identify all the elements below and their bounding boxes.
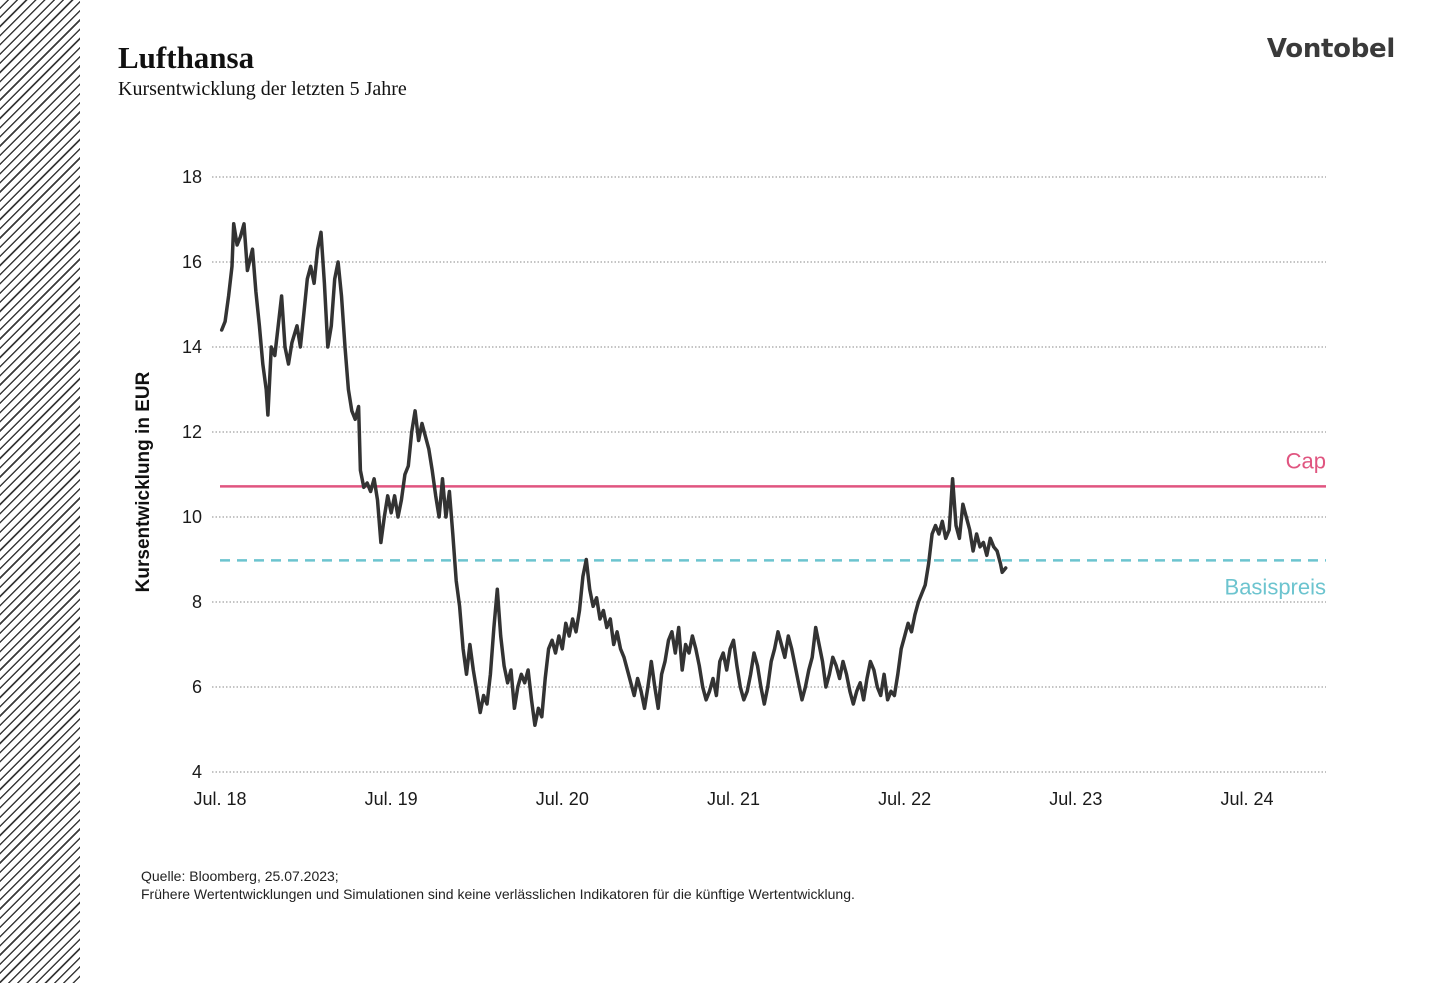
hatched-side-band	[0, 0, 80, 983]
y-tick-label: 6	[192, 677, 202, 697]
y-tick-label: 8	[192, 592, 202, 612]
y-tick-label: 14	[182, 337, 202, 357]
x-tick-label: Jul. 18	[193, 789, 246, 809]
cap-label: Cap	[1286, 448, 1326, 473]
y-tick-label: 16	[182, 252, 202, 272]
price-line	[219, 222, 1008, 728]
reference-lines: Cap Basispreis	[220, 448, 1326, 599]
y-tick-label: 4	[192, 762, 202, 782]
x-tick-label: Jul. 20	[536, 789, 589, 809]
x-axis-ticks: Jul. 18 Jul. 19 Jul. 20 Jul. 21 Jul. 22 Jul. …	[193, 789, 1273, 809]
x-tick-label: Jul. 24	[1220, 789, 1273, 809]
y-axis-label: Kursentwicklung in EUR	[133, 371, 154, 592]
y-tick-label: 10	[182, 507, 202, 527]
footer-notes: Quelle: Bloomberg, 25.07.2023; Frühere W…	[141, 867, 855, 903]
y-tick-label: 12	[182, 422, 202, 442]
x-tick-label: Jul. 19	[365, 789, 418, 809]
x-tick-label: Jul. 21	[707, 789, 760, 809]
series	[219, 222, 1008, 728]
y-axis-ticks: 4 6 8 10 12 14 16 18	[182, 167, 202, 782]
brand-logo: Vontobel	[1266, 34, 1395, 64]
page-subtitle: Kursentwicklung der letzten 5 Jahre	[118, 78, 407, 100]
y-tick-label: 18	[182, 167, 202, 187]
x-tick-label: Jul. 23	[1049, 789, 1102, 809]
disclaimer-note: Frühere Wertentwicklungen und Simulation…	[141, 886, 855, 902]
source-note: Quelle: Bloomberg, 25.07.2023;	[141, 868, 339, 884]
x-tick-label: Jul. 22	[878, 789, 931, 809]
basispreis-label: Basispreis	[1225, 574, 1326, 599]
page-title: Lufthansa	[118, 40, 255, 75]
